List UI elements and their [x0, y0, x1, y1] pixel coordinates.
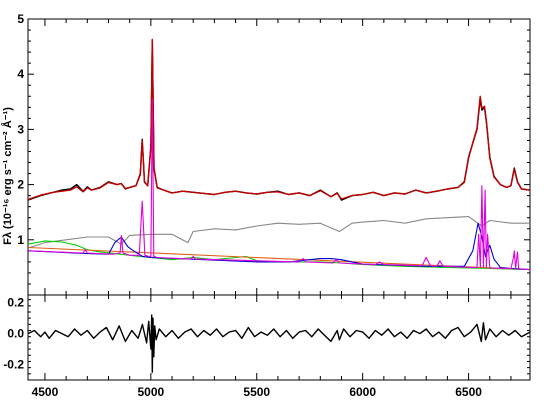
residual-y-tick-label: 0.2	[7, 296, 24, 310]
spectrum-y-tick-label: 4	[17, 67, 24, 81]
spectrum-series-group	[28, 38, 530, 271]
residual-x-tick-label: 5000	[138, 385, 165, 399]
spectrum-y-axis: 1 2 3 4 5	[17, 12, 530, 296]
spectrum-y-tick-label: 3	[17, 122, 24, 136]
residual-x-tick-label: 6000	[349, 385, 376, 399]
residual-y-tick-label: 0.0	[7, 327, 24, 341]
residual-x-tick-label: 6500	[455, 385, 482, 399]
spectrum-series-narrow	[28, 98, 530, 271]
residual-x-axis: 4500 5000 5500 6000 6500	[32, 295, 512, 399]
residual-series-residual	[28, 314, 530, 373]
spectrum-x-ticks	[44, 19, 512, 295]
spectrum-series-feII	[28, 240, 530, 271]
spectrum-panel: 1 2 3 4 5 Fλ (10⁻¹⁶ erg s⁻¹ cm⁻² Å⁻¹)	[1, 12, 531, 296]
residual-series-group	[28, 314, 530, 373]
residual-y-axis: -0.2 0.0 0.2	[3, 296, 530, 381]
spectrum-series-stellar	[28, 216, 530, 249]
spectrum-series-model	[28, 38, 530, 201]
residual-panel: -0.2 0.0 0.2 4500 5000 5500 6000 6500	[3, 294, 531, 399]
spectrum-y-tick-label: 1	[17, 233, 24, 247]
spectrum-y-axis-label: Fλ (10⁻¹⁶ erg s⁻¹ cm⁻² Å⁻¹)	[1, 107, 14, 245]
residual-plot-frame	[27, 294, 531, 381]
residual-y-tick-label: -0.2	[3, 358, 24, 372]
spectrum-series-observed	[28, 39, 530, 201]
spectrum-y-tick-label: 5	[17, 12, 24, 26]
spectrum-series-broad	[28, 222, 530, 271]
spectrum-y-tick-label: 2	[17, 178, 24, 192]
residual-x-tick-label: 5500	[243, 385, 270, 399]
residual-x-tick-label: 4500	[32, 385, 59, 399]
